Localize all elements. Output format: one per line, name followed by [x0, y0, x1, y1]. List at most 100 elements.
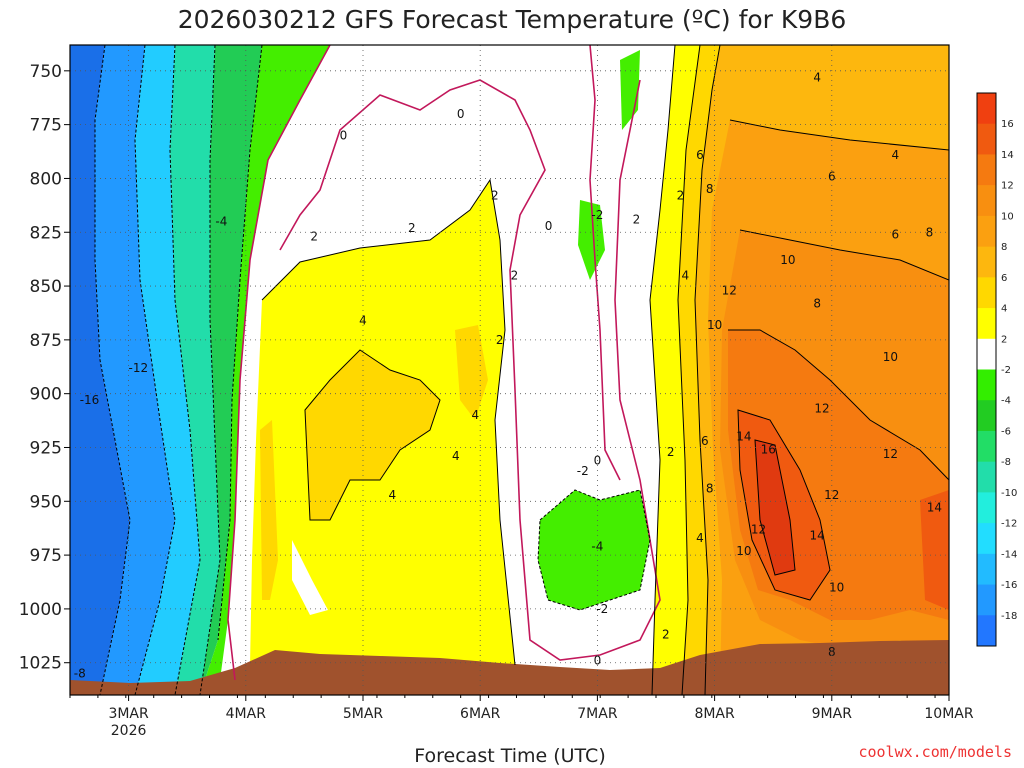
contour-label: 12 — [824, 488, 839, 502]
x-tick-label: 5MAR — [343, 706, 384, 722]
contour-label: 0 — [545, 219, 553, 233]
colorbar-swatch — [977, 492, 996, 524]
colorbar-label: -16 — [1001, 580, 1017, 591]
colorbar-label: 4 — [1001, 304, 1007, 315]
band-cold-2 — [95, 45, 175, 695]
x-tick-label: 6MAR — [460, 706, 501, 722]
contour-label: 6 — [828, 169, 836, 183]
colorbar-label: -10 — [1001, 488, 1017, 499]
contour-label: -4 — [215, 214, 227, 228]
contour-label: 10 — [736, 544, 751, 558]
contour-label: 0 — [457, 107, 465, 121]
y-axis: 750 775 800 825 850 875 900 925 950 975 1000 1025 — [19, 62, 70, 674]
contour-label: 2 — [662, 628, 670, 642]
x-axis-label: Forecast Time (UTC) — [414, 745, 605, 767]
contour-label: -8 — [74, 666, 86, 680]
colorbar-label: -4 — [1001, 396, 1011, 407]
credit-text[interactable]: coolwx.com/models — [858, 743, 1012, 761]
colorbar-label: 8 — [1001, 242, 1007, 253]
contour-label: 6 — [696, 148, 704, 162]
band-plus-14-right-b — [920, 490, 949, 610]
colorbar-swatch — [977, 553, 996, 586]
contour-label: 14 — [736, 430, 751, 444]
band-minus-2-pocket — [538, 490, 650, 610]
colorbar-swatch — [977, 523, 996, 555]
band-white-left — [292, 540, 328, 615]
y-tick-label: 975 — [30, 546, 62, 566]
band-plus-4-left-b — [260, 420, 278, 600]
terrain — [70, 640, 949, 695]
y-tick-label: 800 — [30, 169, 62, 189]
colorbar-label: -12 — [1001, 519, 1017, 530]
contour-label: 10 — [780, 253, 795, 267]
colorbar: 16 14 12 10 8 6 4 2 -2 -4 -6 -8 -10 -12 -14 -16 -18 — [976, 92, 1017, 647]
temperature-field — [70, 45, 949, 695]
y-tick-label: 775 — [30, 116, 62, 136]
colorbar-swatch — [977, 338, 996, 370]
contour-label: 4 — [388, 488, 396, 502]
band-minus-2-pocket-c — [620, 50, 640, 130]
contour-label: 2 — [677, 189, 685, 203]
chart-title: 2026030212 GFS Forecast Temperature (ºC)… — [178, 5, 847, 34]
x-tick-label: 7MAR — [577, 706, 618, 722]
contour-label: 6 — [701, 434, 709, 448]
contour-label: 4 — [696, 531, 704, 545]
contour-label: 10 — [707, 318, 722, 332]
plot-frame — [69, 44, 950, 696]
contour-label: 10 — [883, 350, 898, 364]
contour-label: 2 — [511, 268, 519, 282]
y-tick-label: 950 — [30, 492, 62, 512]
y-tick-label: 1000 — [19, 600, 62, 620]
contour-label: 16 — [761, 443, 776, 457]
colorbar-swatch — [977, 93, 996, 125]
band-plus-16-right — [755, 440, 795, 575]
x-tick-sublabel: 2026 — [111, 723, 147, 739]
contour-label: 2 — [496, 333, 504, 347]
band-plus-4-left-c — [455, 325, 488, 420]
colorbar-swatch — [977, 277, 996, 309]
contour-label: -2 — [596, 602, 608, 616]
colorbar-label: -14 — [1001, 549, 1017, 560]
band-cold-4 — [170, 45, 220, 695]
colorbar-swatch — [977, 400, 996, 432]
band-cold-5 — [200, 45, 262, 695]
contour-label: -2 — [577, 464, 589, 478]
colorbar-frame — [976, 92, 997, 647]
y-tick-label: 850 — [30, 277, 62, 297]
colorbar-label: -2 — [1001, 365, 1011, 376]
contour-label: 10 — [829, 580, 844, 594]
contour-label: 2 — [408, 221, 416, 235]
x-tick-label: 9MAR — [812, 706, 853, 722]
contour-label: -16 — [80, 393, 100, 407]
contour-label: 4 — [452, 449, 460, 463]
contour-label: 14 — [810, 529, 825, 543]
colorbar-label: -8 — [1001, 457, 1011, 468]
contour-label: 4 — [681, 268, 689, 282]
colorbar-label: 6 — [1001, 273, 1007, 284]
band-cold-3 — [135, 45, 200, 695]
contour-label: 4 — [891, 148, 899, 162]
colorbar-label: 2 — [1001, 334, 1007, 345]
band-minus-2 — [200, 45, 330, 695]
contour-label: 14 — [927, 501, 942, 515]
contour-label: 0 — [340, 128, 348, 142]
contour-label: 12 — [814, 402, 829, 416]
colorbar-swatch — [977, 308, 996, 340]
y-tick-label: 875 — [30, 331, 62, 351]
contour-label: 8 — [813, 296, 821, 310]
y-tick-label: 1025 — [19, 654, 62, 674]
contour-label: 2 — [310, 230, 318, 244]
contour-label: 12 — [751, 522, 766, 536]
contour-label: 12 — [722, 283, 737, 297]
contour-label: 8 — [926, 225, 934, 239]
colorbar-swatch — [977, 123, 996, 155]
colorbar-label: 16 — [1001, 119, 1014, 130]
contour-label: 4 — [471, 408, 479, 422]
colorbar-swatch — [977, 369, 996, 401]
colorbar-label: 12 — [1001, 181, 1014, 192]
x-tick-label: 4MAR — [226, 706, 267, 722]
colorbar-swatch — [977, 154, 996, 186]
contour-lines — [94, 45, 949, 695]
